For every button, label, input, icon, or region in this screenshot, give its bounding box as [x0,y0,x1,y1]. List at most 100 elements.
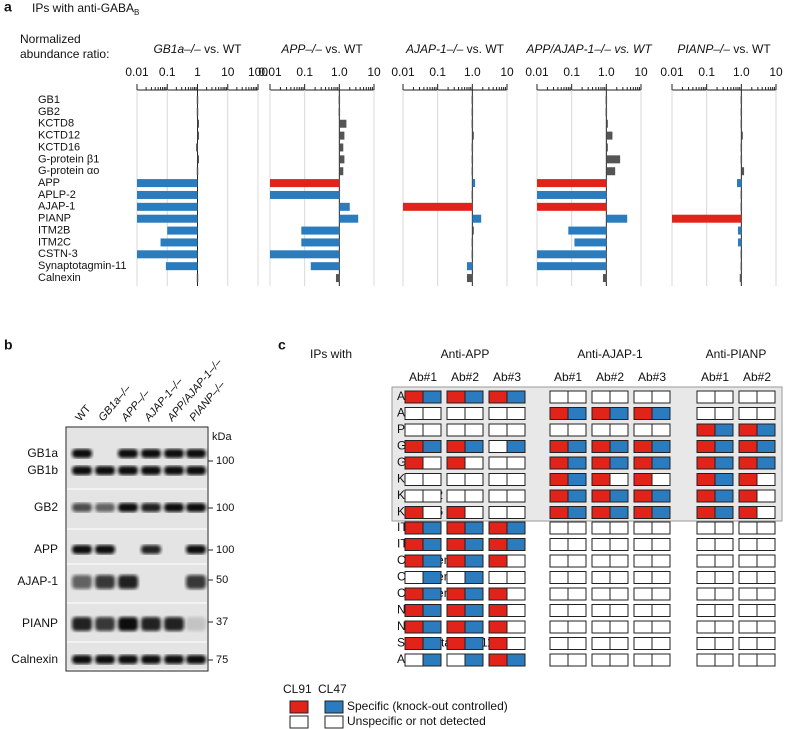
cell [404,473,442,486]
cl91-square [696,653,716,667]
bar [606,119,608,128]
cl91-square [591,587,611,601]
cl91-square [696,489,716,503]
cell [633,571,671,584]
cell [738,489,776,503]
cl91-square [591,390,611,404]
cl47-square [756,637,776,650]
cell [446,554,484,568]
kda-marker: 50 [216,574,228,586]
cl47-square [651,456,671,470]
cl47-square [567,571,587,584]
cl91-square [696,538,716,551]
cell [404,637,442,650]
bar [466,274,473,283]
antibody-label: Ab#3 [493,370,521,384]
chart-title: GB1a–/– vs. WT [153,42,242,56]
cl91-square [738,620,758,634]
cl47-square [714,587,734,601]
cl91-square [633,423,653,437]
cell [404,407,442,420]
cell [738,620,776,634]
cl91-square [446,489,466,503]
cl91-square [404,506,424,519]
x-tick-label: 10 [221,65,235,79]
cl91-square [696,456,716,470]
bar [606,143,608,152]
bar [537,262,607,271]
cl47-square [422,407,442,420]
cell [696,521,734,535]
bar [310,262,340,271]
cl47-square [651,587,671,601]
cl47-square [422,653,442,667]
cell [738,407,776,420]
cl91-square [446,390,466,404]
chart-title: PIANP–/– vs. WT [677,42,771,56]
title-rest: vs. WT [322,42,363,56]
cl47-square [609,473,629,486]
cl47-square [422,538,442,551]
blot-band [95,545,115,554]
cl47-square [714,489,734,503]
cl91-square [633,604,653,617]
cl91-square [633,473,653,486]
bar [740,202,743,211]
lane-label: WT [73,403,93,424]
cell [549,604,587,617]
cl91-square [404,407,424,420]
cl47-square [464,440,484,453]
cell [446,521,484,535]
cell [591,489,629,503]
cl91-square [488,554,508,568]
cl91-square [738,538,758,551]
cl47-square [714,637,734,650]
cl91-square [696,390,716,404]
cl91-square [633,637,653,650]
antibody-label: Ab#2 [451,370,479,384]
cl47-square [651,554,671,568]
cl47-square [609,423,629,437]
cl91-square [488,620,508,634]
cl47-square [464,506,484,519]
cl91-square [446,571,466,584]
cell [549,407,587,420]
cl47-square [464,390,484,404]
bar [339,202,350,211]
cl91-square [738,456,758,470]
cl91-square [488,637,508,650]
cl47-square [651,653,671,667]
cl47-square [567,440,587,453]
cl47-square [464,653,484,667]
cl47-square [422,440,442,453]
cell [549,440,587,453]
cl47-square [756,554,776,568]
cell [633,489,671,503]
bar [197,131,199,140]
antibody-label: Ab#2 [743,370,771,384]
bar [466,262,473,271]
bar [196,96,199,104]
cl91-square [591,521,611,535]
x-tick-label: 0.1 [296,65,313,79]
cl91-square [738,407,758,420]
cl47-square [464,571,484,584]
cl47-square [609,521,629,535]
cl91-square [488,587,508,601]
bar [471,119,474,128]
row-label: PIANP [22,616,58,630]
cl47-square [567,390,587,404]
cell [446,587,484,601]
cl91-square [404,473,424,486]
cl47-square [422,604,442,617]
cl91-square [488,604,508,617]
cell [549,587,587,601]
cell [404,456,442,470]
cell [738,554,776,568]
cl47-square [756,440,776,453]
cl91-square [549,637,569,650]
cell [549,571,587,584]
title-italic: APP–/– [280,42,322,56]
bar [137,202,198,211]
cl91-square [738,521,758,535]
